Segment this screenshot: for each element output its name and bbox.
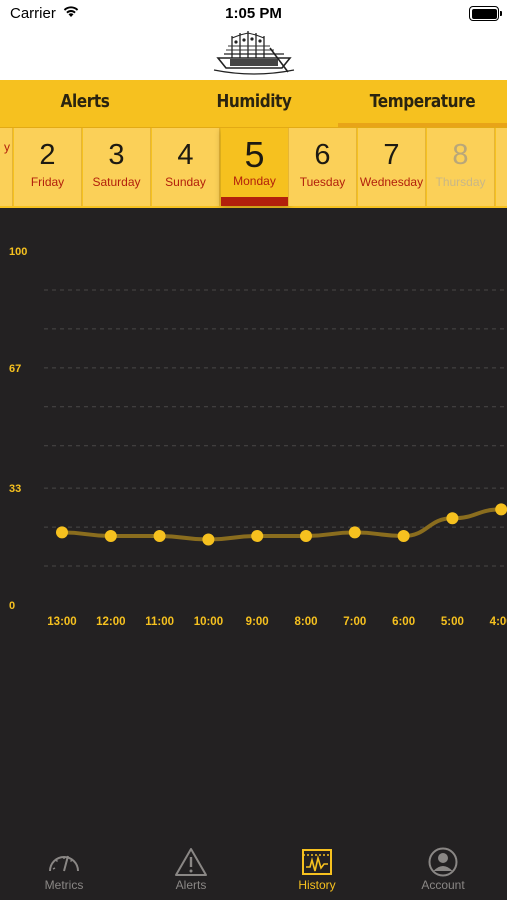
tabbar-label: Metrics (44, 878, 84, 892)
x-tick-label: 6:00 (392, 616, 415, 628)
day-cell-selected[interactable]: 5 Monday (221, 128, 289, 206)
x-tick-label: 10:00 (194, 616, 223, 628)
data-point (348, 526, 361, 539)
warning-icon (175, 848, 207, 876)
day-name: Saturday (92, 175, 141, 189)
x-tick-label: 5:00 (441, 616, 464, 628)
tabbar-metrics[interactable]: Metrics (1, 847, 127, 897)
tabbar-label: History (298, 878, 336, 892)
x-tick-label: 12:00 (96, 616, 125, 628)
tabbar-label: Account (421, 878, 465, 892)
day-name: Friday (30, 175, 65, 189)
tabbar-account[interactable]: Account (380, 847, 506, 897)
x-tick-label: 11:00 (145, 616, 174, 628)
day-cell[interactable]: y (0, 128, 13, 206)
ship-logo (213, 31, 295, 75)
carrier-label: Carrier (10, 5, 56, 22)
status-bar: Carrier 1:05 PM (0, 0, 507, 28)
tabs-divider (0, 127, 507, 128)
bottom-tab-bar: Metrics Alerts History Account (0, 845, 507, 900)
selected-tab-indicator (338, 123, 507, 127)
day-picker[interactable]: y 2 Friday 3 Saturday 4 Sunday 5 Monday 6 Tue… (0, 128, 507, 208)
tab-temperature[interactable]: Temperature (369, 91, 476, 112)
data-point (446, 512, 459, 525)
x-tick-label: 13:00 (47, 616, 76, 628)
y-tick-label: 33 (9, 483, 21, 495)
gauge-icon (49, 855, 79, 872)
tabbar-label: Alerts (175, 878, 207, 892)
wifi-icon (63, 6, 79, 17)
day-number: 4 (177, 139, 194, 171)
day-cell-disabled: 8 Thursday (427, 128, 495, 206)
data-point (397, 529, 410, 542)
x-tick-label: 7:00 (343, 616, 366, 628)
data-point (56, 526, 68, 539)
day-name: Wednesday (359, 175, 424, 189)
temperature-history-chart: 100 67 33 0 13:00 12:00 11:00 10:00 9:00 8:00 7:00… (9, 246, 507, 628)
y-tick-label: 100 (9, 246, 27, 258)
battery-icon (469, 6, 502, 21)
clock-time: 1:05 PM (225, 5, 282, 22)
tab-alerts[interactable]: Alerts (60, 91, 110, 112)
data-point (495, 503, 507, 516)
y-tick-label: 67 (9, 363, 21, 375)
x-tick-label: 4:00 (490, 616, 507, 628)
data-point (300, 529, 312, 542)
tab-humidity[interactable]: Humidity (216, 91, 292, 112)
app-header (0, 28, 507, 80)
metric-tabs: Alerts Humidity Temperature (0, 80, 507, 128)
day-name: Sunday (165, 175, 206, 189)
day-cell[interactable]: 4 Sunday (152, 128, 220, 206)
selected-day-indicator (221, 197, 288, 206)
data-point (104, 529, 117, 542)
day-cell (496, 128, 507, 206)
data-point (202, 533, 215, 546)
x-tick-label: 8:00 (294, 616, 317, 628)
day-number: 6 (314, 139, 331, 171)
day-cell[interactable]: 3 Saturday (83, 128, 151, 206)
day-cell[interactable]: 7 Wednesday (358, 128, 426, 206)
series-line (60, 507, 504, 542)
tabbar-history[interactable]: History (254, 847, 380, 897)
day-number: 7 (383, 139, 400, 171)
day-number: 3 (108, 139, 125, 171)
data-point (153, 529, 166, 542)
tabbar-alerts[interactable]: Alerts (128, 847, 254, 897)
day-number: 8 (452, 139, 469, 171)
day-cell[interactable]: 2 Friday (14, 128, 82, 206)
chart-history-icon (302, 849, 332, 875)
day-cell[interactable]: 6 Tuesday (289, 128, 357, 206)
day-name: Tuesday (299, 175, 346, 189)
data-point (251, 529, 264, 542)
y-tick-label: 0 (9, 600, 15, 612)
account-icon (428, 847, 458, 877)
x-tick-label: 9:00 (246, 616, 269, 628)
day-name: Thursday (435, 175, 486, 189)
day-number: 5 (244, 134, 265, 175)
day-number: 2 (39, 139, 56, 171)
day-name: Monday (233, 174, 276, 188)
